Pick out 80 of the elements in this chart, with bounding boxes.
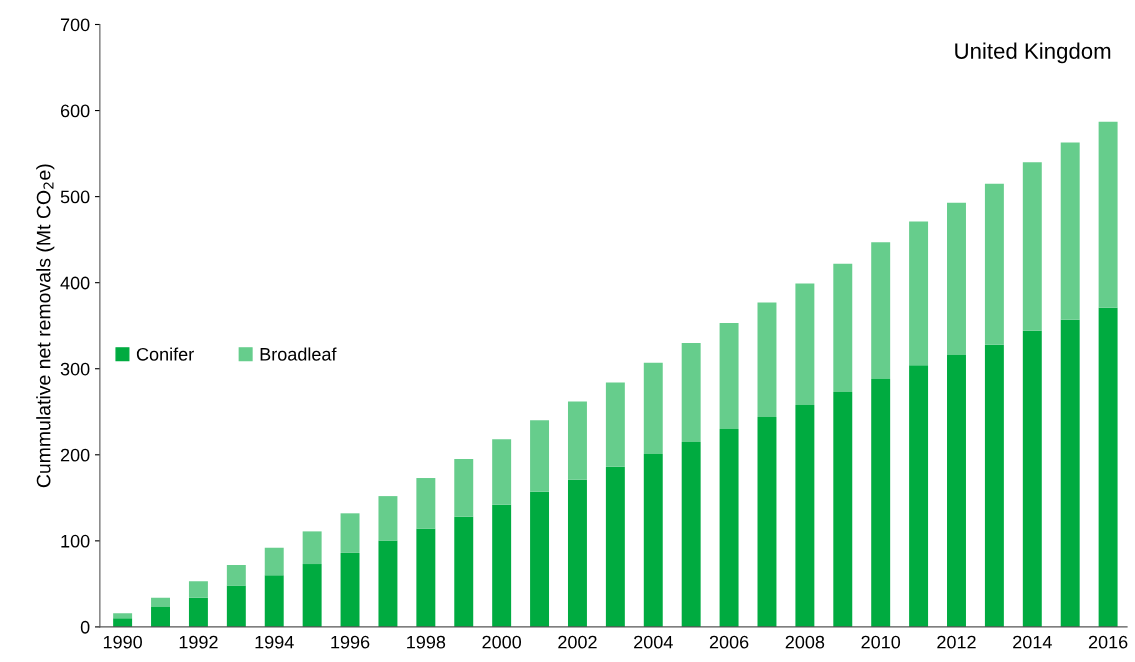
y-tick-label: 0 [80, 620, 90, 634]
bar [340, 513, 360, 553]
legend-label: Conifer [136, 347, 194, 361]
bar [151, 607, 170, 627]
bar [947, 354, 966, 627]
bar [1060, 142, 1080, 320]
bar [492, 439, 512, 505]
bar [226, 585, 246, 627]
bar [226, 564, 246, 586]
bar [188, 581, 208, 598]
bar [188, 597, 208, 627]
x-tick-label: 2004 [634, 635, 673, 649]
bar [302, 531, 322, 565]
bar [264, 575, 284, 627]
bar [1098, 121, 1118, 308]
y-axis-title: Cummulative net removals (Mt CO$_{2}$e) [36, 164, 55, 488]
bar [757, 416, 777, 627]
bar [530, 491, 550, 627]
bar [378, 496, 398, 541]
y-tick-label: 700 [60, 18, 90, 32]
bar [984, 344, 1004, 627]
x-tick-label: 1994 [255, 635, 294, 649]
bar [567, 479, 587, 627]
x-tick-label: 2002 [558, 635, 597, 649]
bar [681, 441, 701, 627]
x-tick-label: 1996 [331, 635, 370, 649]
x-tick-label: 2000 [482, 635, 522, 649]
bar [416, 478, 436, 529]
y-tick-label: 200 [60, 448, 90, 462]
x-tick-label: 2016 [1088, 635, 1128, 649]
bar [719, 428, 739, 627]
bar [757, 302, 777, 417]
bar [833, 391, 853, 627]
x-tick-label: 1992 [179, 635, 218, 649]
bar [113, 618, 133, 627]
bar [643, 453, 663, 627]
legend-label: Broadleaf [260, 347, 337, 361]
bar [567, 401, 587, 480]
bar [1022, 162, 1042, 331]
bar [947, 202, 966, 355]
bar [1060, 319, 1080, 627]
x-tick-label: 1998 [407, 635, 446, 649]
bar [643, 362, 663, 454]
bar [302, 564, 322, 627]
x-tick-label: 2014 [1013, 635, 1052, 649]
bar [378, 540, 398, 627]
bar [833, 263, 853, 392]
bar [795, 283, 815, 405]
y-tick-label: 400 [60, 276, 90, 290]
bar [1098, 307, 1118, 627]
bar [340, 552, 360, 627]
y-tick-label: 300 [60, 362, 90, 376]
bar [719, 323, 739, 429]
text: United Kingdom [955, 42, 1111, 64]
y-tick-label: 100 [61, 534, 90, 548]
x-tick-label: 2012 [937, 635, 976, 649]
bar [871, 379, 891, 627]
y-tick-label: 500 [60, 190, 90, 204]
x-tick-label: 2010 [861, 635, 901, 649]
bar [795, 404, 815, 627]
bar [454, 516, 474, 627]
bar [605, 382, 625, 467]
bar [681, 342, 701, 442]
bar [530, 420, 550, 492]
bar [113, 613, 133, 619]
x-tick-label: 2006 [709, 635, 749, 649]
bar [454, 459, 474, 517]
bar [416, 528, 436, 627]
bar [151, 597, 170, 608]
x-tick-label: 2008 [785, 635, 825, 649]
bar [871, 242, 891, 380]
bar [1022, 330, 1042, 627]
y-tick-label: 600 [60, 104, 90, 118]
bar [909, 221, 929, 366]
bar [909, 365, 929, 627]
bar [605, 466, 625, 627]
bar [984, 183, 1004, 345]
bar [264, 547, 284, 576]
x-tick-label: 1990 [103, 635, 142, 649]
bar [492, 504, 512, 627]
